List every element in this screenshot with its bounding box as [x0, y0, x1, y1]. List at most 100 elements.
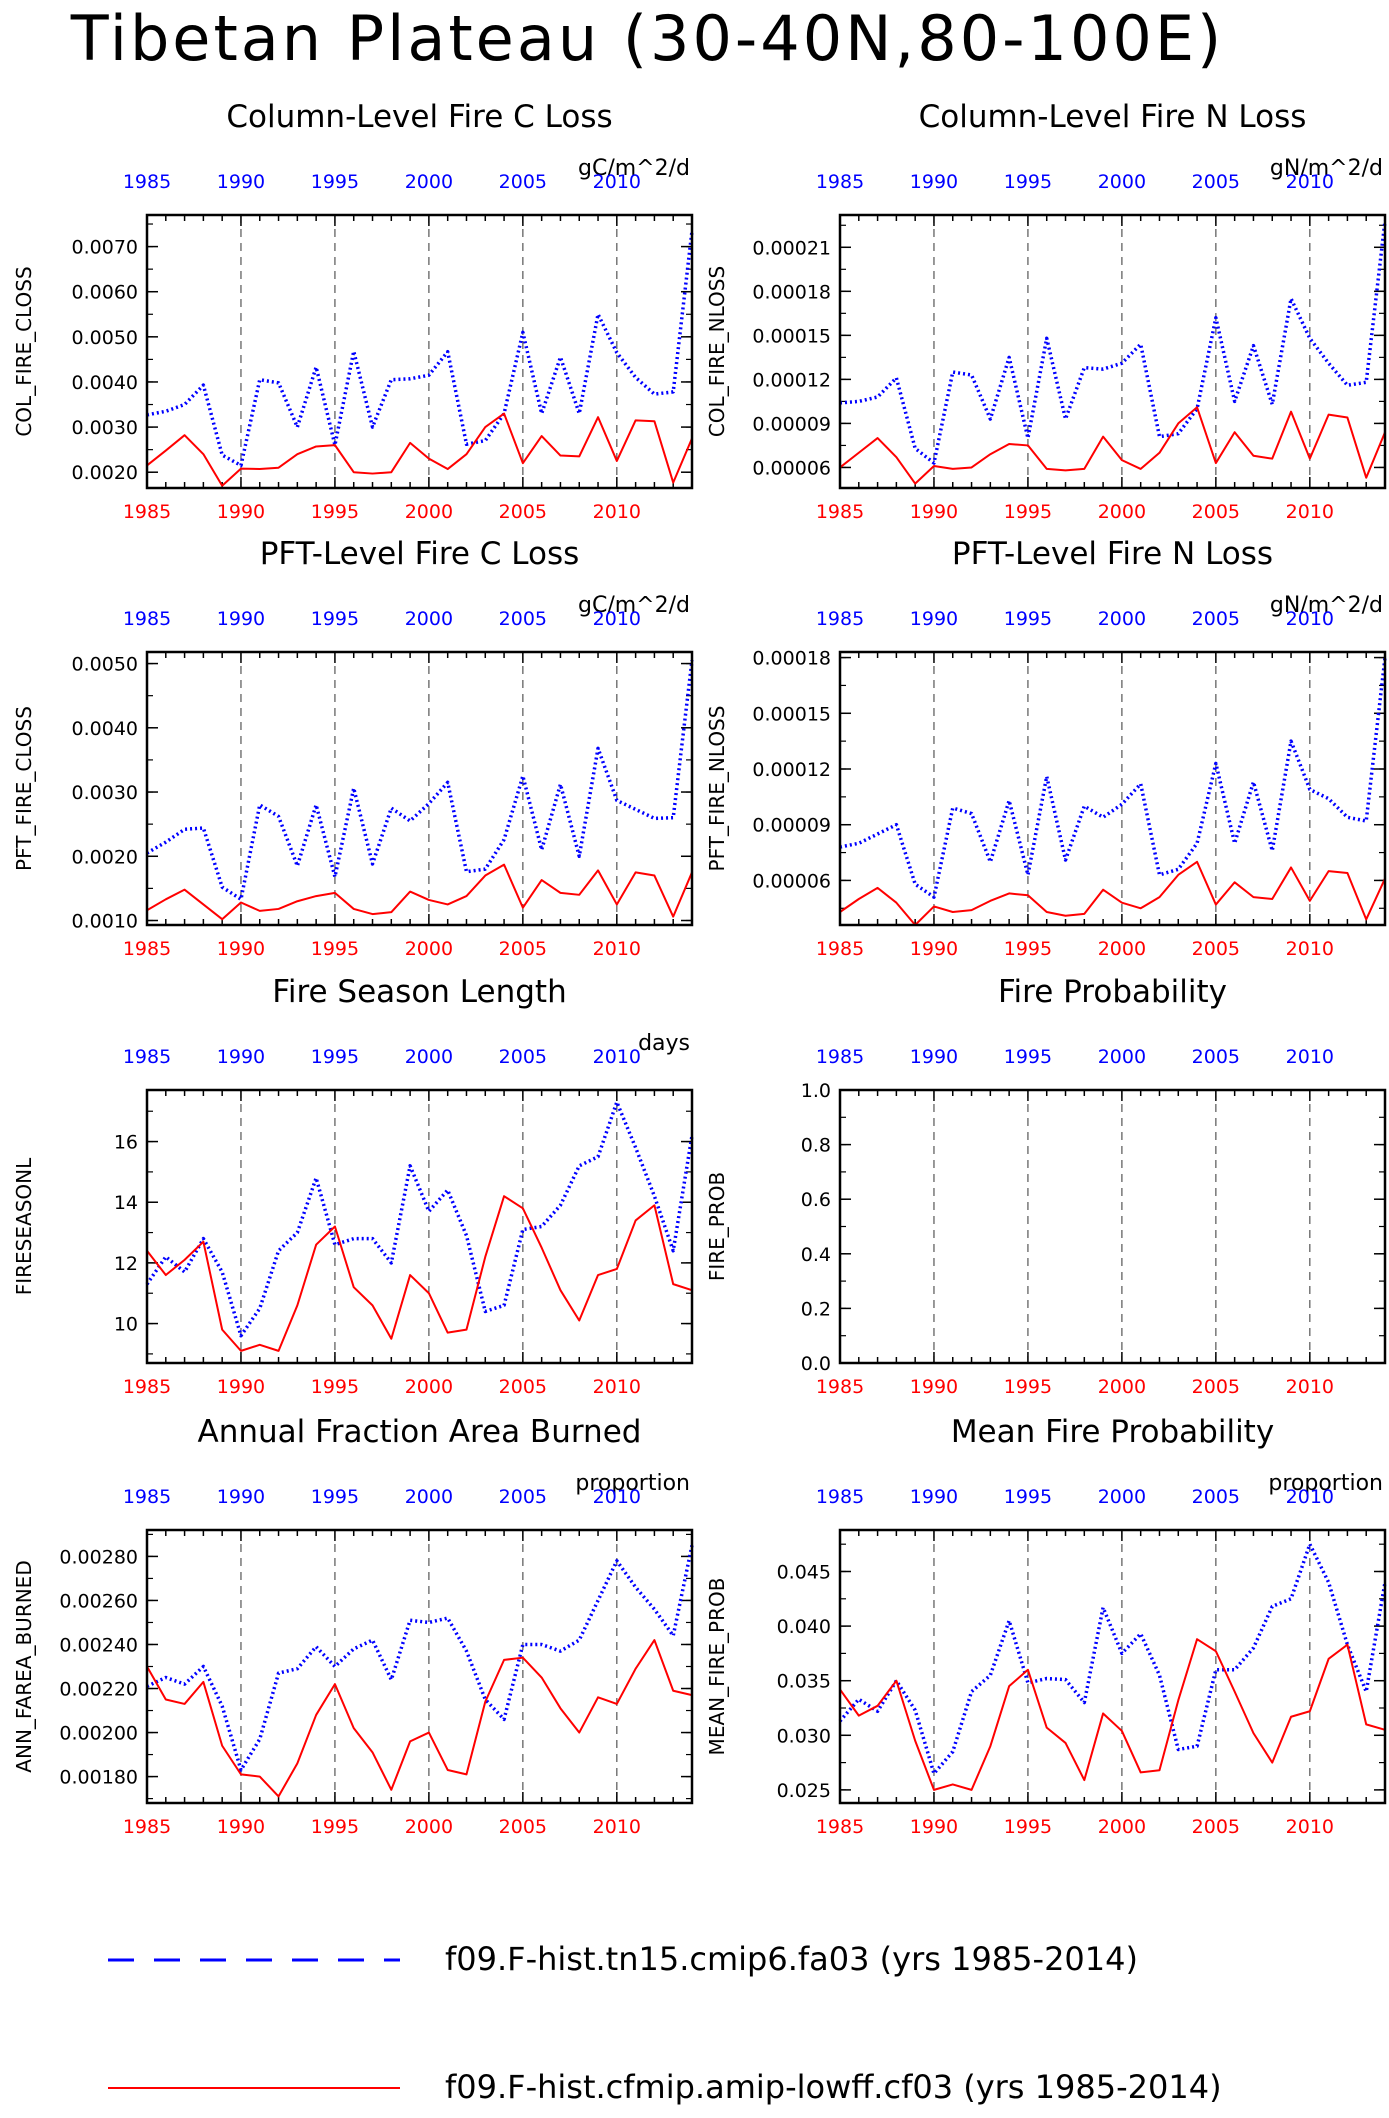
- x-tick-label-top: 1985: [123, 171, 171, 193]
- panel-units: gC/m^2/d: [578, 156, 690, 181]
- x-tick-label-top: 1995: [1004, 171, 1052, 193]
- x-tick-label-top: 1995: [1004, 1486, 1052, 1508]
- y-tick-label: 0.00012: [752, 759, 831, 781]
- series-line-case1: [839, 657, 1387, 899]
- x-tick-label-bottom: 1985: [123, 1816, 171, 1838]
- x-tick-label-bottom: 2010: [593, 1816, 641, 1838]
- y-tick-label: 0.00220: [59, 1679, 138, 1701]
- x-tick-label-top: 1985: [123, 608, 171, 630]
- x-tick-label-top: 1985: [123, 1046, 171, 1068]
- x-tick-label-top: 1995: [311, 1046, 359, 1068]
- x-tick-label-bottom: 1995: [311, 1376, 359, 1398]
- x-tick-label-bottom: 1995: [1004, 1376, 1052, 1398]
- plot-frame: [145, 1528, 694, 1805]
- x-tick-label-top: 1995: [1004, 1046, 1052, 1068]
- panel-title: Fire Season Length: [272, 974, 566, 1010]
- x-tick-label-top: 1990: [217, 1046, 265, 1068]
- x-tick-label-top: 2005: [1192, 171, 1240, 193]
- y-tick-label: 1.0: [801, 1080, 831, 1102]
- panel-units: proportion: [575, 1471, 690, 1496]
- x-tick-label-bottom: 1990: [910, 938, 958, 960]
- legend-entry-2: f09.F-hist.cfmip.amip-lowff.cf03 (yrs 19…: [0, 2058, 1389, 2118]
- series-line-case2: [839, 860, 1386, 926]
- y-tick-label: 16: [114, 1132, 138, 1154]
- x-tick-label-bottom: 2005: [1192, 938, 1240, 960]
- y-tick-label: 0.045: [777, 1561, 831, 1583]
- x-tick-label-top: 2010: [1286, 171, 1334, 193]
- y-tick-label: 0.0040: [72, 718, 138, 740]
- x-tick-label-bottom: 2005: [499, 501, 547, 523]
- x-tick-label-top: 2005: [499, 1046, 547, 1068]
- panel-units: proportion: [1268, 1471, 1383, 1496]
- x-tick-label-top: 2010: [593, 1046, 641, 1068]
- series-line-case1: [146, 1545, 694, 1772]
- x-tick-label-top: 1990: [910, 608, 958, 630]
- x-tick-label-bottom: 2005: [1192, 501, 1240, 523]
- x-tick-label-bottom: 1985: [123, 938, 171, 960]
- x-tick-label-bottom: 1990: [217, 1816, 265, 1838]
- legend-label-1: f09.F-hist.tn15.cmip6.fa03 (yrs 1985-201…: [445, 1940, 1138, 1978]
- y-tick-label: 0.0020: [72, 846, 138, 868]
- panel-units: days: [638, 1031, 690, 1056]
- y-tick-label: 0.00260: [59, 1590, 138, 1612]
- x-tick-label-top: 1985: [816, 608, 864, 630]
- x-tick-label-top: 2010: [593, 608, 641, 630]
- y-tick-label: 0.2: [801, 1298, 831, 1320]
- y-axis-label: COL_FIRE_NLOSS: [705, 266, 729, 437]
- x-tick-label-top: 2010: [593, 1486, 641, 1508]
- x-tick-label-bottom: 2005: [499, 1816, 547, 1838]
- x-tick-label-top: 1995: [311, 608, 359, 630]
- panel-units: gC/m^2/d: [578, 593, 690, 618]
- x-tick-label-top: 2000: [1098, 1486, 1146, 1508]
- x-tick-label-top: 1990: [910, 1486, 958, 1508]
- plot-frame: [145, 213, 694, 490]
- x-tick-label-top: 2010: [1286, 608, 1334, 630]
- x-tick-label-top: 2005: [1192, 1486, 1240, 1508]
- legend-swatch-2: [108, 2087, 400, 2089]
- y-tick-label: 0.040: [777, 1616, 831, 1638]
- y-axis-label: MEAN_FIRE_PROB: [705, 1578, 729, 1756]
- x-tick-label-bottom: 2005: [499, 938, 547, 960]
- x-tick-label-top: 2010: [1286, 1486, 1334, 1508]
- panel-title: PFT-Level Fire N Loss: [952, 536, 1273, 572]
- x-tick-label-bottom: 2010: [1286, 938, 1334, 960]
- x-tick-label-top: 2005: [499, 608, 547, 630]
- y-tick-label: 0.0: [801, 1353, 831, 1375]
- legend-label-2: f09.F-hist.cfmip.amip-lowff.cf03 (yrs 19…: [445, 2068, 1222, 2106]
- x-tick-label-top: 1985: [123, 1486, 171, 1508]
- y-tick-label: 0.00240: [59, 1634, 138, 1656]
- x-tick-label-top: 1990: [217, 608, 265, 630]
- x-tick-label-top: 1995: [311, 171, 359, 193]
- plot-frame: [838, 1528, 1387, 1805]
- panel-units: gN/m^2/d: [1270, 593, 1383, 618]
- x-tick-label-bottom: 1990: [910, 501, 958, 523]
- y-tick-label: 0.8: [801, 1135, 831, 1157]
- x-tick-label-bottom: 1990: [217, 1376, 265, 1398]
- x-tick-label-bottom: 2000: [1098, 938, 1146, 960]
- series-line-case2: [146, 412, 693, 487]
- x-tick-label-top: 2010: [1286, 1046, 1334, 1068]
- plot-frame: [838, 213, 1387, 490]
- x-tick-label-bottom: 1985: [816, 938, 864, 960]
- x-tick-label-top: 2005: [499, 1486, 547, 1508]
- y-tick-label: 0.0040: [72, 372, 138, 394]
- x-tick-label-bottom: 1985: [123, 1376, 171, 1398]
- x-tick-label-bottom: 2000: [405, 1816, 453, 1838]
- x-tick-label-bottom: 2010: [593, 501, 641, 523]
- y-tick-label: 12: [114, 1253, 138, 1275]
- y-tick-label: 0.0050: [72, 327, 138, 349]
- x-tick-label-top: 1985: [816, 1046, 864, 1068]
- plot-frame: [145, 1088, 694, 1365]
- series-line-case2: [146, 1195, 693, 1352]
- x-tick-label-bottom: 1995: [1004, 1816, 1052, 1838]
- y-tick-label: 0.0070: [72, 237, 138, 259]
- y-tick-label: 10: [114, 1314, 138, 1336]
- x-tick-label-bottom: 2000: [1098, 501, 1146, 523]
- y-tick-label: 0.00012: [752, 369, 831, 391]
- y-tick-label: 0.0020: [72, 462, 138, 484]
- y-tick-label: 0.0030: [72, 417, 138, 439]
- y-tick-label: 0.00006: [752, 870, 831, 892]
- x-tick-label-bottom: 1985: [123, 501, 171, 523]
- panel-title: Column-Level Fire N Loss: [919, 99, 1307, 135]
- y-tick-label: 0.025: [777, 1780, 831, 1802]
